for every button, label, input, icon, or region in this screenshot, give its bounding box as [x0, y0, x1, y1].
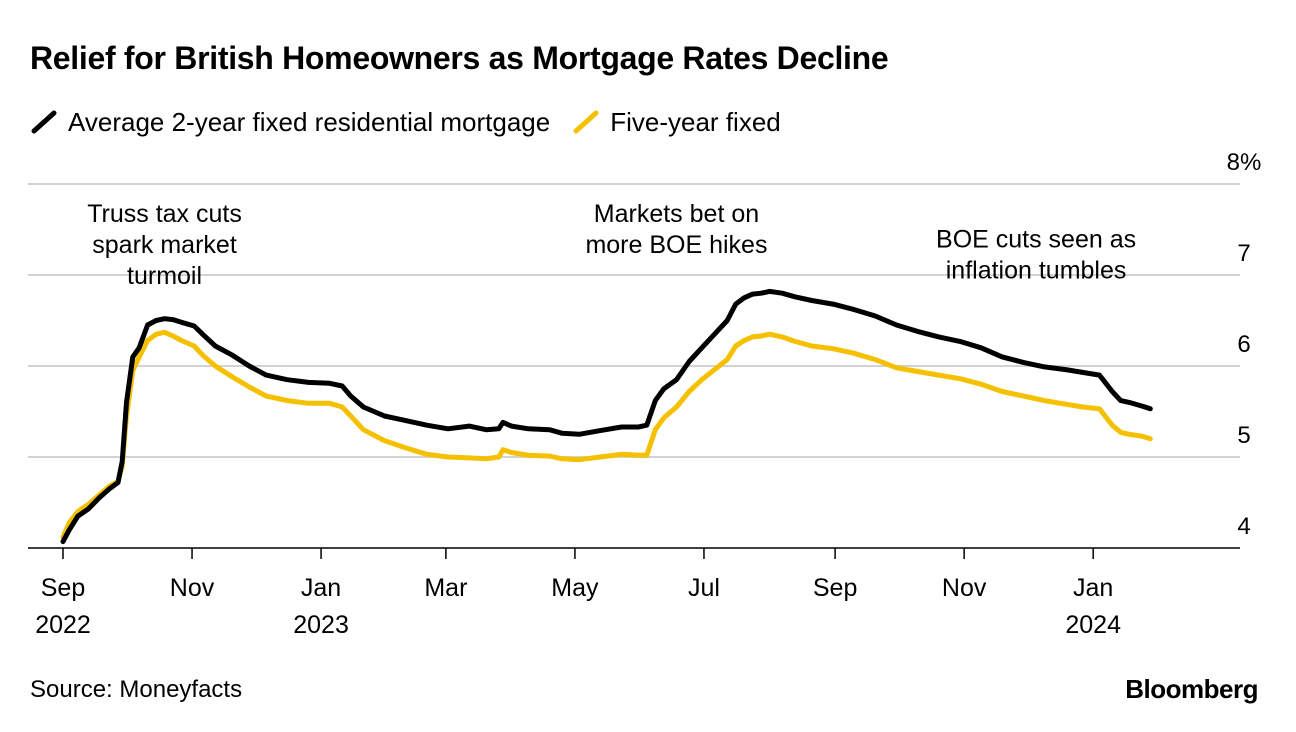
y-tick-label: 6	[1237, 331, 1250, 358]
x-tick-label: Nov	[170, 574, 215, 602]
y-tick-label: 8%	[1227, 149, 1262, 176]
legend-swatch-black-icon	[30, 110, 62, 134]
y-tick-label: 4	[1237, 513, 1250, 540]
chart-title: Relief for British Homeowners as Mortgag…	[30, 40, 889, 76]
x-tick-label: Jul	[688, 574, 720, 602]
annotation-label: BOE cuts seen as	[936, 226, 1136, 254]
legend-label-two-year: Average 2-year fixed residential mortgag…	[68, 106, 551, 137]
x-tick-label: Sep	[41, 574, 85, 602]
annotation-label: Markets bet on	[594, 200, 759, 228]
annotation-label: Truss tax cuts	[87, 200, 242, 228]
y-tick-label: 5	[1237, 422, 1250, 449]
source-note: Source: Moneyfacts	[30, 676, 243, 703]
y-tick-label: 7	[1237, 240, 1250, 267]
legend-label-five-year: Five-year fixed	[610, 106, 781, 137]
series-line-two-year	[60, 288, 1153, 545]
annotation-label: turmoil	[127, 262, 202, 290]
series-line-five-year	[60, 329, 1153, 540]
annotation-label: inflation tumbles	[946, 257, 1127, 285]
x-tick-year-label: 2024	[1065, 611, 1121, 639]
legend-item-five-year: Five-year fixed	[572, 107, 781, 138]
x-tick-label: Jan	[1073, 574, 1113, 602]
x-tick-label: Sep	[813, 574, 857, 602]
x-tick-label: May	[551, 574, 599, 602]
x-tick-label: Jan	[301, 574, 341, 602]
x-tick-year-label: 2023	[293, 611, 349, 639]
bloomberg-logo: Bloomberg	[1125, 674, 1258, 704]
legend: Average 2-year fixed residential mortgag…	[30, 104, 803, 140]
x-tick-label: Nov	[942, 574, 987, 602]
x-tick-label: Mar	[424, 574, 467, 602]
x-tick-year-label: 2022	[35, 611, 91, 639]
annotation-label: more BOE hikes	[585, 231, 767, 259]
legend-item-two-year: Average 2-year fixed residential mortgag…	[30, 107, 550, 138]
annotation-label: spark market	[92, 231, 237, 259]
legend-swatch-yellow-icon	[572, 110, 604, 134]
